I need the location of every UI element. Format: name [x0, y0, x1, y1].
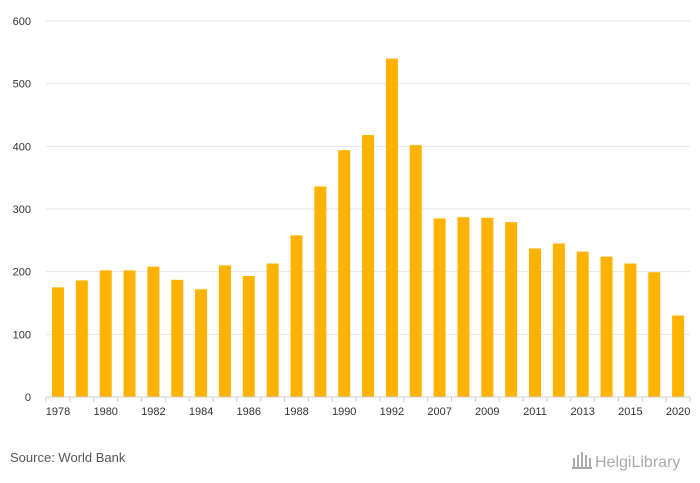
x-tick-label: 1992: [380, 406, 404, 418]
bar-1987: [266, 263, 279, 397]
x-tick-label: 2015: [618, 406, 642, 418]
bar-2007: [433, 218, 446, 397]
bar-1986: [242, 276, 255, 397]
bar-1993: [409, 145, 422, 397]
bar-chart: 0 100 200 300 400 500 600 1978 1980 1982 1984 1986…: [13, 16, 691, 418]
bar-2010: [505, 222, 518, 397]
bars: [52, 58, 685, 398]
y-tick-label: 300: [13, 204, 31, 216]
y-tick-label: 400: [13, 141, 31, 153]
bar-1989: [314, 186, 327, 397]
x-tick-label: 1990: [332, 406, 356, 418]
x-tick-label: 2007: [427, 406, 451, 418]
x-tick-label: 2020: [666, 406, 690, 418]
bar-1984: [195, 289, 208, 397]
bar-2009: [481, 217, 494, 397]
x-tick-label: 1978: [46, 406, 70, 418]
bar-2013: [576, 251, 589, 397]
x-tick-label: 1982: [141, 406, 165, 418]
bar-1981: [123, 270, 136, 397]
bar-1982: [147, 266, 160, 397]
bar-1978: [52, 287, 64, 397]
x-tick-label: 1980: [93, 406, 117, 418]
bar-2011: [529, 248, 541, 397]
x-tick-label: 1986: [237, 406, 261, 418]
bar-2015: [624, 263, 637, 397]
bar-2012: [552, 243, 565, 397]
bar-2016: [648, 272, 661, 397]
bar-1988: [290, 235, 303, 397]
bar-1980: [99, 270, 112, 397]
x-tick-label: 1984: [189, 406, 213, 418]
y-tick-label: 600: [13, 16, 31, 28]
x-tick-label: 2009: [475, 406, 499, 418]
bar-1991: [362, 135, 375, 398]
bar-2008: [457, 217, 470, 397]
bar-1990: [338, 150, 351, 397]
y-tick-label: 100: [13, 329, 31, 341]
building-icon: [572, 452, 592, 469]
bar-2020: [672, 315, 685, 397]
y-tick-label: 0: [25, 392, 31, 404]
bar-2014: [600, 256, 613, 397]
x-tick-label: 1988: [284, 406, 308, 418]
y-axis-ticks: 0 100 200 300 400 500 600: [13, 16, 31, 404]
y-tick-label: 200: [13, 267, 31, 279]
bar-1992: [385, 58, 398, 397]
helgilibrary-logo: HelgiLibrary: [572, 452, 680, 471]
x-tick-label: 2011: [523, 406, 547, 418]
x-tick-label: 2013: [570, 406, 594, 418]
bar-1985: [218, 265, 231, 397]
source-label: Source: World Bank: [10, 450, 126, 465]
x-axis-ticks: 1978 1980 1982 1984 1986 1988 1990 1992 2007 2009…: [45, 397, 691, 418]
logo-text: HelgiLibrary: [595, 454, 680, 471]
bar-1983: [171, 279, 184, 397]
bar-1979: [75, 280, 88, 397]
y-tick-label: 500: [13, 79, 31, 91]
